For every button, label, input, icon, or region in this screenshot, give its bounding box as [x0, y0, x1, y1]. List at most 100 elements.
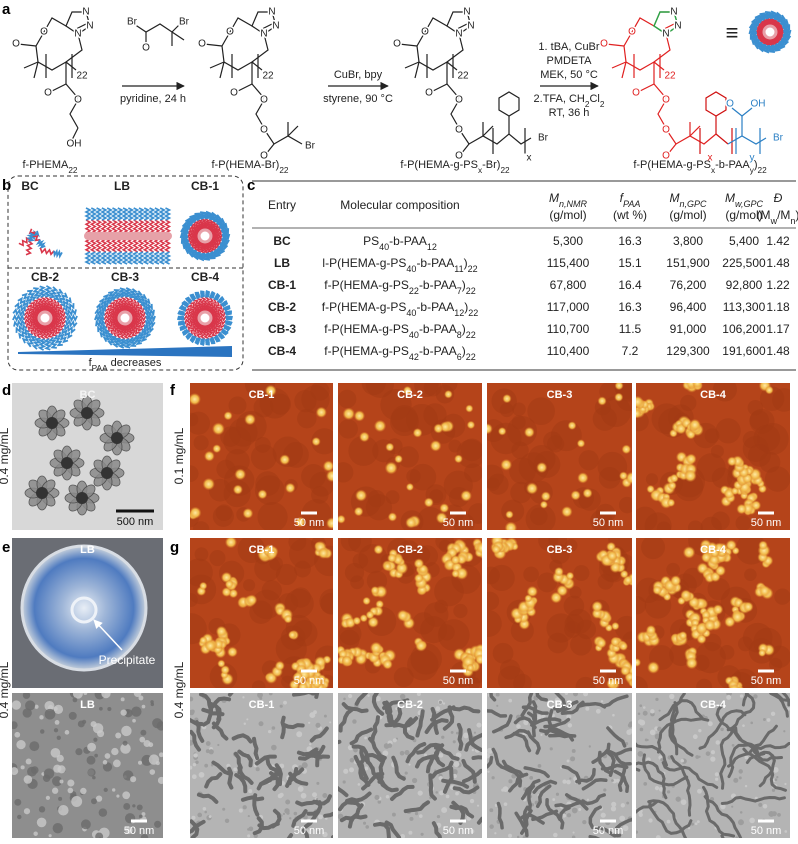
photo: Precipitate LB — [12, 538, 163, 688]
chain — [110, 238, 119, 253]
text-part: f — [89, 357, 93, 369]
worm — [204, 772, 223, 789]
particle — [36, 817, 47, 828]
texture — [656, 521, 671, 530]
texture — [268, 729, 272, 734]
particle — [382, 659, 393, 670]
particle — [279, 454, 291, 466]
atom: Br — [538, 133, 549, 144]
chain — [122, 287, 133, 298]
afm-image: CB-3 50 nm — [487, 538, 632, 688]
chain — [121, 219, 129, 234]
worm — [614, 817, 632, 830]
texture — [251, 680, 266, 688]
worm — [430, 707, 439, 735]
particle — [423, 497, 434, 508]
chain — [751, 17, 761, 28]
chain — [129, 319, 144, 332]
texture — [573, 565, 590, 581]
panel-label: g — [170, 539, 179, 556]
particle — [311, 436, 321, 447]
texture — [555, 792, 560, 796]
worm — [658, 699, 710, 722]
scale-label: 50 nm — [751, 517, 782, 529]
texture — [489, 824, 494, 829]
particle — [315, 406, 327, 418]
texture — [694, 642, 726, 674]
chain — [116, 251, 124, 265]
particle — [111, 747, 119, 756]
texture — [254, 475, 285, 505]
texture — [441, 807, 448, 814]
texture — [471, 748, 475, 752]
texture — [666, 790, 671, 794]
texture — [566, 759, 570, 763]
texture — [476, 804, 480, 807]
texture — [615, 778, 620, 783]
worm — [405, 742, 427, 764]
chain — [136, 331, 147, 343]
image-label: CB-1 — [249, 544, 275, 556]
entry: CB-3 — [268, 322, 296, 336]
texture — [442, 702, 446, 705]
worm — [476, 816, 482, 825]
texture — [357, 783, 361, 786]
chain — [158, 251, 166, 265]
texture — [600, 700, 604, 703]
texture — [637, 719, 643, 725]
particle — [133, 693, 142, 697]
chain — [43, 285, 53, 298]
text-part: f-P(HEMA-g-PS — [633, 159, 711, 171]
atom: N — [455, 29, 462, 40]
text-part: -b-PAA — [715, 159, 750, 171]
particle — [591, 600, 603, 613]
subscript: 12 — [427, 242, 437, 252]
texture — [641, 538, 666, 560]
chain — [37, 338, 47, 351]
chain — [142, 251, 151, 265]
worm — [561, 764, 582, 785]
worm — [452, 785, 480, 795]
chain — [220, 300, 229, 308]
chain — [49, 319, 64, 332]
texture — [352, 719, 357, 724]
text-part: CuBr, bpy — [334, 69, 383, 81]
text-part: -b-PAA — [419, 322, 457, 336]
subscript: y — [750, 166, 755, 175]
chain — [748, 21, 758, 33]
header: Entry — [268, 198, 296, 212]
chain — [782, 31, 792, 43]
texture — [487, 753, 491, 759]
particle — [17, 814, 22, 820]
texture — [361, 383, 386, 396]
chain — [140, 328, 151, 339]
particle — [39, 729, 45, 734]
subscript: 12 — [454, 308, 464, 318]
worm — [210, 696, 232, 709]
particle — [101, 693, 111, 699]
chain — [202, 210, 213, 220]
chain — [148, 219, 156, 234]
worm — [768, 693, 789, 718]
texture — [387, 743, 393, 748]
atom: x — [708, 153, 713, 164]
texture — [374, 794, 380, 800]
cell: 67,800 — [550, 278, 587, 292]
particle — [636, 658, 642, 667]
particle — [487, 423, 493, 435]
chain — [116, 207, 124, 221]
texture — [193, 435, 209, 451]
texture — [764, 466, 790, 492]
texture — [575, 676, 596, 688]
particle — [14, 798, 22, 806]
chain — [131, 207, 140, 221]
particle — [12, 767, 19, 776]
texture — [285, 809, 288, 812]
texture — [566, 779, 571, 785]
texture — [492, 642, 514, 664]
texture — [255, 767, 260, 772]
cell: 1.48 — [766, 256, 790, 270]
chain — [96, 302, 107, 313]
particle — [685, 656, 698, 670]
chain — [218, 221, 229, 233]
